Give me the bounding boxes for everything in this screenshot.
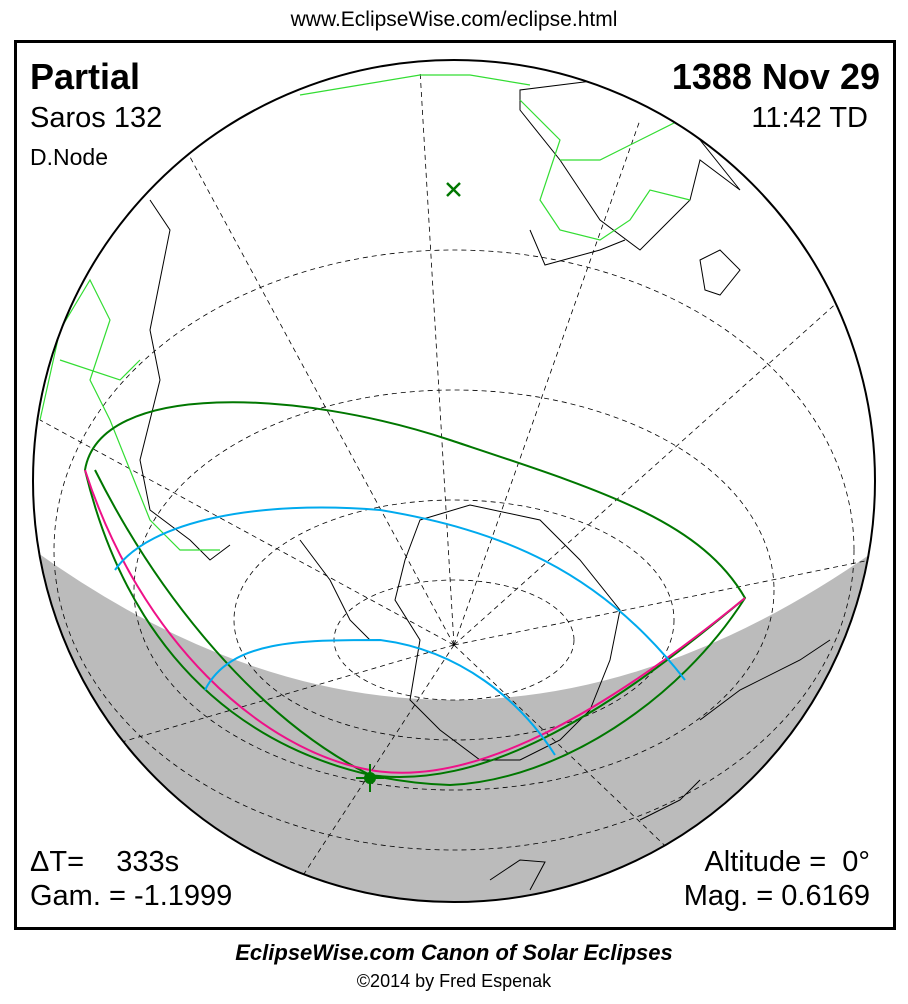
subsolar-x-marker bbox=[446, 182, 461, 197]
penumbral-limit bbox=[83, 401, 747, 787]
eclipse-time: 11:42 TD bbox=[751, 102, 868, 134]
node: D.Node bbox=[30, 144, 108, 170]
gamma: Gam. = -1.1999 bbox=[30, 880, 233, 912]
altitude: Altitude = 0° bbox=[704, 846, 870, 878]
magnitude: Mag. = 0.6169 bbox=[683, 880, 870, 912]
delta-t: ΔT= 333s bbox=[30, 846, 180, 878]
source-url: www.EclipseWise.com/eclipse.html bbox=[290, 8, 618, 31]
eclipse-type: Partial bbox=[30, 56, 141, 97]
land-borders bbox=[39, 74, 691, 551]
magnitude-line-1 bbox=[114, 506, 686, 681]
greatest-eclipse-marker bbox=[356, 764, 384, 792]
night-region bbox=[33, 540, 875, 902]
footer-copyright: ©2014 by Fred Espenak bbox=[356, 971, 552, 991]
saros-number: Saros 132 bbox=[30, 102, 163, 134]
footer-title: EclipseWise.com Canon of Solar Eclipses bbox=[235, 940, 673, 965]
eclipse-date: 1388 Nov 29 bbox=[671, 56, 880, 97]
magnitude-line-2 bbox=[204, 638, 556, 756]
map-frame bbox=[14, 40, 896, 930]
globe-outline bbox=[32, 59, 876, 903]
